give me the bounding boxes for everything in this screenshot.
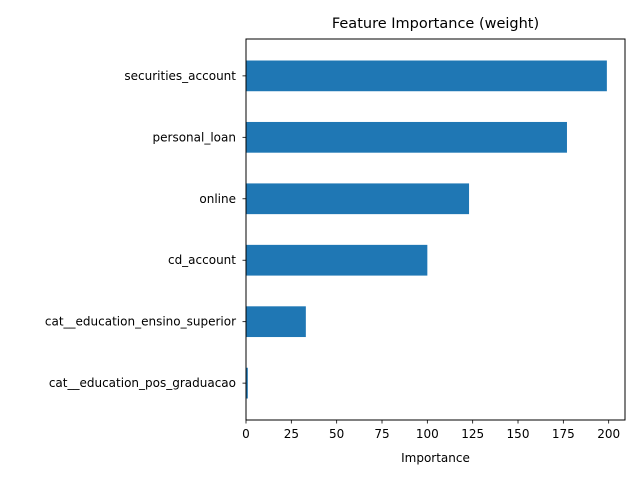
x-tick-label: 0	[242, 427, 250, 441]
bar-cd_account	[246, 244, 428, 276]
x-axis-label: Importance	[401, 451, 470, 465]
bar-cat__education_ensino_superior	[246, 306, 306, 338]
x-tick-label: 125	[461, 427, 484, 441]
y-tick-label: personal_loan	[153, 130, 236, 144]
y-tick-label: online	[199, 192, 236, 206]
x-tick-label: 25	[284, 427, 299, 441]
bar-cat__education_pos_graduacao	[246, 367, 248, 399]
x-tick-label: 175	[552, 427, 575, 441]
bars-group	[246, 60, 607, 399]
x-tick-label: 50	[329, 427, 344, 441]
bar-online	[246, 183, 470, 215]
y-tick-label: securities_account	[124, 69, 236, 83]
x-tick-label: 200	[597, 427, 620, 441]
plot-frame	[245, 38, 626, 421]
x-tick-label: 150	[507, 427, 530, 441]
x-tick-label: 75	[374, 427, 389, 441]
y-tick-label: cat__education_ensino_superior	[45, 315, 236, 329]
y-tick-label: cat__education_pos_graduacao	[49, 376, 236, 390]
bar-securities_account	[246, 60, 607, 92]
x-axis-ticks: 0 25 50 75 100 125 150 175 200	[242, 420, 620, 441]
x-tick-label: 100	[416, 427, 439, 441]
y-tick-label: cd_account	[168, 253, 236, 267]
bar-personal_loan	[246, 121, 567, 153]
chart-title: Feature Importance (weight)	[332, 16, 539, 32]
